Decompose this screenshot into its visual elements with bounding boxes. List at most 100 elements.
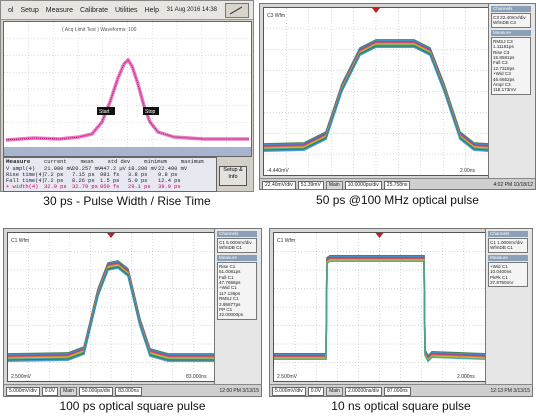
- pulse-trace-envelope: [5, 57, 249, 142]
- menu-item-utilities[interactable]: Utilities: [115, 6, 138, 14]
- side-value-line: 118.173mV: [493, 87, 517, 93]
- waveform-display-50ps[interactable]: C3 Wfm -4.440mV 2.00ns: [263, 7, 489, 176]
- side-panel-10ns: Channels C1 1.000mV/div WfmDB C1 Measure +Wi…: [485, 229, 532, 384]
- menu-bar: ol Setup Measure Calibrate Utilities Hel…: [1, 1, 253, 20]
- waveform-display[interactable]: ( Acq Limit Test ) Waveforms: 100 Start …: [3, 21, 252, 157]
- display-toggle-button[interactable]: [225, 2, 249, 18]
- menu-item-measure[interactable]: Measure: [45, 6, 73, 14]
- bottom-readout[interactable]: 51.39mV: [297, 180, 324, 189]
- side-value-line: PkPk C1: [490, 274, 508, 280]
- waveform-trace: [7, 260, 214, 355]
- side-value-line: 47.7658ps: [219, 280, 241, 286]
- bottom-readout[interactable]: 22.40mV/div: [262, 180, 296, 189]
- scope-panel-50ps: C3 Wfm -4.440mV 2.00ns Channels C3 22.40mV/…: [259, 3, 536, 190]
- menu-item-file[interactable]: ol: [8, 6, 14, 14]
- bottom-readout[interactable]: 83.000ns: [115, 386, 142, 396]
- side-panel-100ps: Channels C1 5.000mV/div WfmDB C1 Measure Ris…: [214, 229, 261, 384]
- measure-cell: 8.26 ps: [72, 178, 95, 184]
- bottom-readout[interactable]: 25.758ns: [383, 180, 411, 189]
- side-section-values[interactable]: C3 22.40mV/div WfmDB C3: [491, 13, 531, 28]
- measure-cell: 29.1 ps: [128, 184, 151, 190]
- side-value-line: PP C1: [219, 307, 233, 313]
- measure-cell: Fall time(4): [6, 178, 45, 184]
- measure-cell: 1.5 ps: [100, 178, 120, 184]
- trigger-marker-icon: [372, 8, 380, 13]
- side-value-line: +Wid C1: [219, 285, 237, 291]
- header-mean: mean: [80, 159, 94, 165]
- waveform-trace: [263, 44, 489, 151]
- measure-cell: 22.400 mV: [158, 166, 188, 172]
- bottom-readout[interactable]: 2.00000ns/div: [344, 386, 383, 396]
- bottom-readout[interactable]: 0.0V: [41, 386, 59, 396]
- side-value-line: 12.7318ps: [493, 65, 515, 71]
- side-value-line: C1 1.000mV/div: [490, 240, 523, 245]
- side-value-line: C1 5.000mV/div: [219, 240, 252, 245]
- screen-header: ( Acq Limit Test ) Waveforms: 100: [62, 27, 137, 33]
- side-section-values[interactable]: C1 1.000mV/div WfmDB C1: [488, 238, 528, 253]
- side-value-line: WfmDB C1: [490, 245, 513, 251]
- waveform-trace: [7, 266, 214, 362]
- screen-status-strip: [4, 147, 251, 156]
- bottom-readout[interactable]: 50.000ps/div: [78, 386, 114, 396]
- caption-panel-3: 100 ps optical square pulse: [59, 399, 206, 413]
- channel-top-label: C3 Wfm: [267, 13, 285, 19]
- timebase-mode-button[interactable]: Main: [325, 180, 343, 189]
- bottom-readout[interactable]: 5.000mV/div: [6, 386, 40, 396]
- channel-top-label: C1 Wfm: [11, 238, 29, 244]
- waveform-svg-10ns: C1 Wfm 2.500mV 2.000ns: [274, 233, 486, 381]
- waveform-svg-50ps: C3 Wfm -4.440mV 2.00ns: [263, 8, 489, 175]
- side-value-line: WfmDB C1: [219, 245, 242, 251]
- waveform-trace: [263, 40, 489, 147]
- caption-panel-1: 30 ps - Pulse Width / Rise Time: [43, 194, 211, 208]
- waveform-svg: ( Acq Limit Test ) Waveforms: 100 Start …: [4, 22, 251, 156]
- channel-bottom-label: 2.500mV: [11, 374, 32, 380]
- waveform-display-10ns[interactable]: C1 Wfm 2.500mV 2.000ns: [273, 232, 486, 382]
- menu-item-calibrate[interactable]: Calibrate: [79, 6, 108, 14]
- measure-cell: 20.257 mV: [72, 166, 102, 172]
- side-section-header: Measure: [491, 29, 531, 36]
- bottom-bar-50ps: 22.40mV/div 51.39mV Main 10.0000ps/div 25.75…: [260, 178, 535, 189]
- side-value-line: WfmDB C3: [493, 20, 516, 26]
- scope-panel-10ns: C1 Wfm 2.500mV 2.000ns Channels C1 1.000mV/…: [269, 228, 533, 397]
- waveform-trace: [7, 267, 214, 362]
- start-label: Start: [99, 109, 110, 115]
- scope-panel-100ps: C1 Wfm 2.500mV 83.000ns Channels C1 5.000mV…: [3, 228, 262, 397]
- waveform-trace: [7, 264, 214, 360]
- measure-cell: 9.8 ps: [158, 172, 178, 178]
- bottom-readout[interactable]: 10.0000ps/div: [344, 180, 382, 189]
- side-section-values[interactable]: RMSJ C3 1.11181ps Rise C3 15.8581ps Fall C3 1…: [491, 36, 531, 95]
- side-value-line: RMSJ C1: [219, 296, 239, 302]
- setup-info-button[interactable]: Setup & Info: [219, 166, 247, 186]
- bottom-readout[interactable]: 87.000ns: [384, 386, 411, 396]
- waveform-display-100ps[interactable]: C1 Wfm 2.500mV 83.000ns: [7, 232, 215, 382]
- timebase-mode-button[interactable]: Main: [326, 386, 343, 396]
- measure-cell: 5.0 ps: [128, 178, 148, 184]
- waveform-trace: [7, 261, 214, 357]
- side-value-line: Fall C3: [493, 60, 508, 66]
- side-value-line: 51.0081ps: [219, 269, 241, 275]
- measure-headers: current mean std dev minimum maximum: [44, 159, 204, 165]
- side-value-line: +Wid C3: [493, 71, 511, 77]
- measure-cell: 7.2 ps: [44, 172, 64, 178]
- menu-item-help[interactable]: Help: [144, 6, 159, 14]
- header-maximum: maximum: [180, 159, 204, 165]
- start-marker: [97, 107, 115, 115]
- measure-cell: 7.2 ps: [44, 178, 64, 184]
- menu-item-setup[interactable]: Setup: [20, 6, 39, 14]
- channel-bottom-label: -4.440mV: [267, 168, 289, 174]
- channel-bottom-label: 2.500mV: [277, 374, 298, 380]
- measure-cell: 12.4 ps: [158, 178, 181, 184]
- side-section-values[interactable]: +Wid C1 10.0400ns PkPk C1 37.8750mV: [488, 261, 528, 288]
- waveform-trace: [7, 262, 214, 358]
- side-value-line: Fall C1: [219, 274, 234, 280]
- side-value-line: 117.136ps: [219, 290, 241, 296]
- measure-cell: 950 fs: [100, 184, 120, 190]
- bottom-readout[interactable]: 0.0V: [307, 386, 325, 396]
- side-section-values[interactable]: Rise C1 51.0081ps Fall C1 47.7658ps +Wid C1 1…: [217, 261, 257, 320]
- side-value-line: 22.00000ps: [219, 312, 244, 318]
- side-value-line: 3.95877ps: [219, 301, 241, 307]
- scope-panel-pulse-width: ol Setup Measure Calibrate Utilities Hel…: [0, 0, 254, 192]
- bottom-readout[interactable]: 5.000mV/div: [272, 386, 306, 396]
- side-section-values[interactable]: C1 5.000mV/div WfmDB C1: [217, 238, 257, 253]
- timebase-mode-button[interactable]: Main: [60, 386, 77, 396]
